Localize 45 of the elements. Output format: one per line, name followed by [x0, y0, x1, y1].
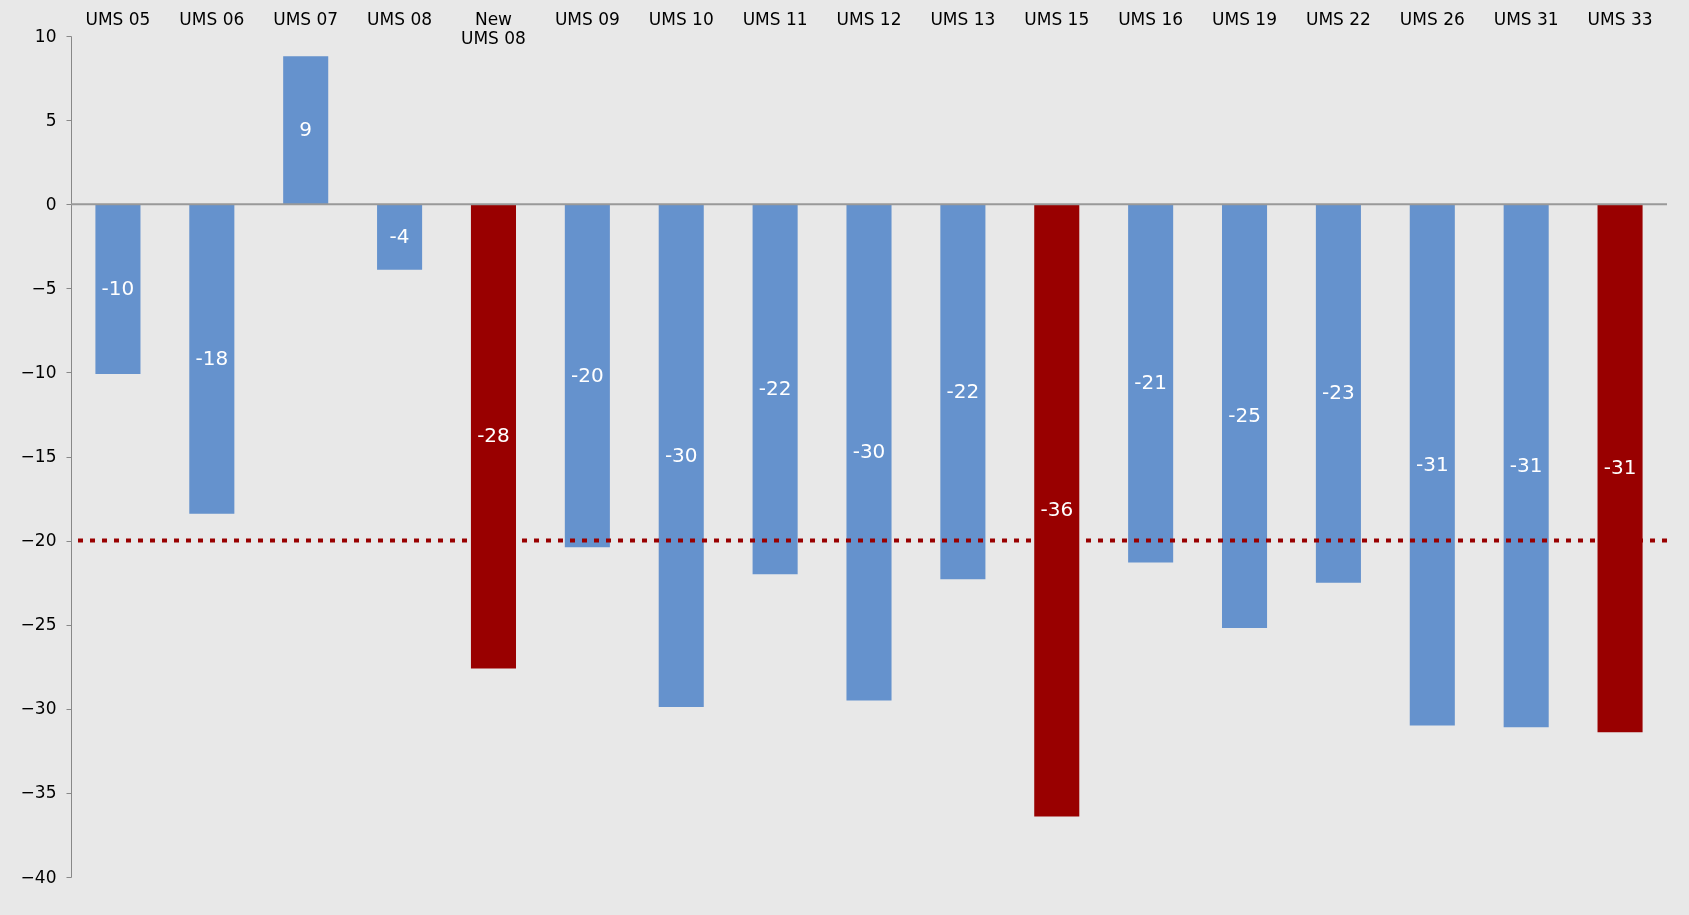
y-tick-label: 10: [34, 25, 57, 46]
y-tick-label: −20: [20, 530, 57, 551]
y-tick-label: −5: [31, 277, 57, 298]
data-label: -20: [571, 362, 604, 387]
x-tick-label: UMS 11: [742, 8, 808, 29]
data-label: -30: [852, 439, 886, 464]
data-label: -30: [664, 442, 698, 467]
data-label: 9: [299, 117, 313, 142]
data-label: -10: [101, 276, 135, 301]
x-tick-label: UMS 31: [1493, 8, 1559, 29]
y-tick-label: −30: [20, 698, 57, 719]
data-label: -22: [946, 378, 980, 403]
data-label: -31: [1509, 452, 1543, 477]
data-label: -28: [477, 423, 510, 448]
x-tick-label: UMS 19: [1212, 8, 1277, 29]
x-tick-label: UMS 07: [273, 8, 339, 29]
x-tick-label: UMS 33: [1587, 8, 1653, 29]
data-label: -4: [389, 224, 410, 248]
y-tick-label: −15: [20, 446, 57, 466]
y-tick-label: −40: [20, 866, 57, 887]
x-tick-label: UMS 22: [1305, 8, 1371, 29]
y-tick-label: 0: [45, 193, 57, 214]
x-tick-label: UMS 08: [367, 8, 433, 29]
data-label: -31: [1415, 451, 1449, 476]
x-tick-label: UMS 16: [1118, 8, 1184, 29]
data-label: -23: [1322, 380, 1355, 405]
x-tick-label: UMS 26: [1399, 8, 1465, 29]
data-label: -36: [1040, 497, 1074, 522]
data-label: -22: [758, 376, 792, 401]
x-tick-label: UMS 05: [85, 8, 151, 29]
x-tick-label: New UMS 08: [461, 8, 526, 48]
y-tick-label: −25: [20, 614, 57, 635]
data-label: -25: [1228, 403, 1261, 428]
data-label: -18: [195, 345, 229, 370]
y-tick-label: 5: [45, 109, 57, 130]
x-tick-label: UMS 12: [836, 8, 902, 29]
x-tick-label: UMS 06: [179, 8, 245, 29]
x-tick-label: UMS 15: [1024, 8, 1090, 29]
data-label: -21: [1134, 370, 1167, 395]
x-tick-label: UMS 09: [554, 8, 620, 29]
x-tick-label: UMS 13: [930, 8, 996, 29]
data-label: -31: [1603, 455, 1637, 480]
y-tick-label: −10: [20, 361, 57, 382]
x-tick-label: UMS 10: [648, 8, 714, 29]
y-tick-label: −35: [20, 782, 57, 803]
